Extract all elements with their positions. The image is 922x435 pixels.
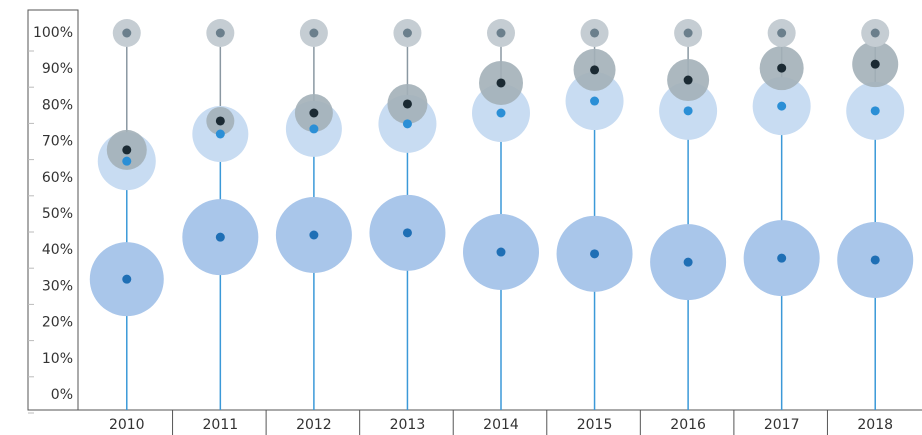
bubble-dot [590, 96, 600, 106]
x-tick-label: 2010 [109, 417, 145, 433]
x-tick-label: 2016 [670, 417, 706, 433]
bubble-dot [590, 65, 600, 75]
bubble-dot [402, 28, 412, 38]
y-tick-label: 50% [42, 206, 73, 222]
bubble-dot [870, 255, 880, 265]
x-tick-label: 2012 [296, 417, 332, 433]
x-tick-label: 2018 [857, 417, 893, 433]
bubble-dot [590, 249, 600, 259]
y-tick-label: 80% [42, 97, 73, 113]
y-axis-frame [27, 9, 79, 411]
y-tick-label: 60% [42, 170, 73, 186]
bubble-dot [402, 228, 412, 238]
x-tick-label: 2014 [483, 417, 519, 433]
bubble-dot [496, 78, 506, 88]
bubble-dot [683, 75, 693, 85]
bubble-dot [870, 28, 880, 38]
bubble-dot [777, 101, 787, 111]
y-tick-label: 40% [42, 242, 73, 258]
bubble-dot [402, 99, 412, 109]
bubble-dot [496, 108, 506, 118]
bubble-dot [309, 230, 319, 240]
y-tick-label: 10% [42, 351, 73, 367]
bubble-dot [215, 232, 225, 242]
bubble-dot [777, 28, 787, 38]
y-tick-label: 100% [33, 25, 73, 41]
x-tick-label: 2011 [203, 417, 239, 433]
bubble-dot [122, 156, 132, 166]
bubble-dot [870, 59, 880, 69]
bubble-dot [309, 124, 319, 134]
bubble-dot [122, 274, 132, 284]
bubble-dot [590, 28, 600, 38]
y-tick-label: 30% [42, 278, 73, 294]
bubble-dot [122, 28, 132, 38]
bubble-dot [215, 129, 225, 139]
bubble-dot [309, 108, 319, 118]
bubble-dot [496, 247, 506, 257]
x-tick-label: 2017 [764, 417, 800, 433]
y-tick-label: 70% [42, 134, 73, 150]
y-tick-label: 0% [51, 387, 73, 403]
x-tick-label: 2013 [390, 417, 426, 433]
bubble-dot [777, 253, 787, 263]
bubble-dot [309, 28, 319, 38]
y-tick-label: 20% [42, 315, 73, 331]
bubble-dot [777, 63, 787, 73]
bubble-dot [496, 28, 506, 38]
bubble-dot [215, 116, 225, 126]
bubble-dot [215, 28, 225, 38]
bubble-dot [683, 106, 693, 116]
x-tick-label: 2015 [577, 417, 613, 433]
bubble-dot [122, 145, 132, 155]
bubble-dot [402, 119, 412, 129]
bubble-dot [683, 28, 693, 38]
y-tick-label: 90% [42, 61, 73, 77]
bubble-dot [870, 106, 880, 116]
bubble-dot [683, 257, 693, 267]
